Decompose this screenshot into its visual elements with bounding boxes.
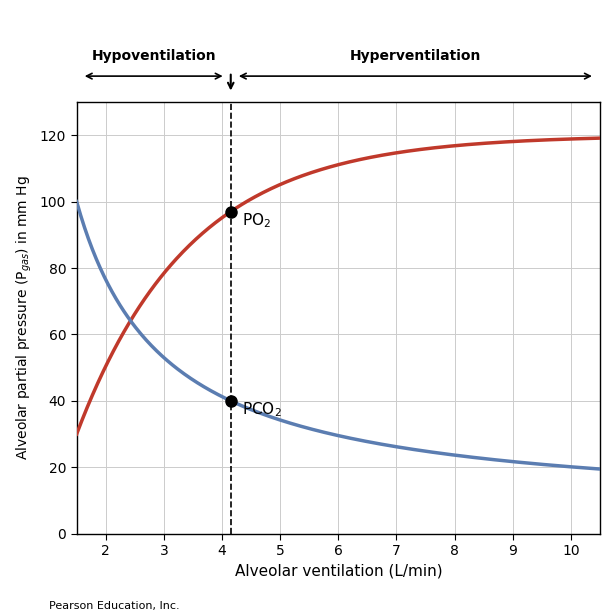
Text: Hypoventilation: Hypoventilation xyxy=(92,49,216,63)
Text: Pearson Education, Inc.: Pearson Education, Inc. xyxy=(49,601,180,611)
Text: PO$_2$: PO$_2$ xyxy=(242,211,271,230)
Text: PCO$_2$: PCO$_2$ xyxy=(242,400,282,419)
X-axis label: Alveolar ventilation (L/min): Alveolar ventilation (L/min) xyxy=(234,564,442,578)
Y-axis label: Alveolar partial pressure (P$_{gas}$) in mm Hg: Alveolar partial pressure (P$_{gas}$) in… xyxy=(15,176,34,460)
Text: Hyperventilation: Hyperventilation xyxy=(350,49,481,63)
